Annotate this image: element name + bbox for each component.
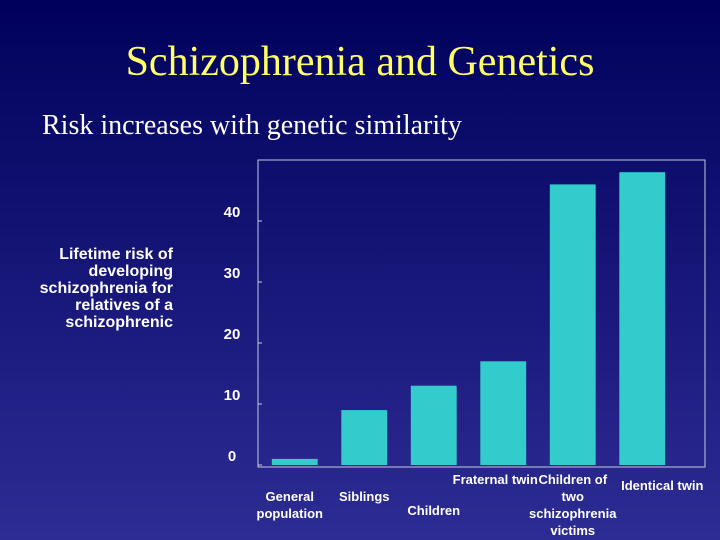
x-tick-label: Children of two schizophrenia victims (529, 472, 617, 538)
bar (410, 385, 457, 465)
y-tick-label: 10 (224, 387, 241, 404)
title: Schizophrenia and Genetics (125, 39, 595, 85)
bar (271, 458, 318, 465)
x-tick-label: Siblings (338, 489, 390, 504)
bar (341, 410, 388, 465)
x-tick-label: General population (256, 489, 323, 521)
subtitle: Risk increases with genetic similarity (42, 110, 462, 141)
bar (619, 172, 666, 465)
x-tick-label: Identical twin (621, 478, 704, 493)
y-tick-label: 20 (224, 326, 241, 343)
x-tick-label: Children (407, 503, 461, 518)
y-tick-label: 0 (228, 448, 236, 465)
x-tick-label: Fraternal twin (452, 472, 538, 487)
y-axis-label: Lifetime risk of developing schizophreni… (39, 246, 173, 331)
y-tick-label: 40 (224, 204, 241, 221)
bar (480, 361, 527, 465)
plot-frame (257, 159, 706, 468)
y-tick-label: 30 (224, 265, 241, 282)
bar (549, 184, 596, 465)
